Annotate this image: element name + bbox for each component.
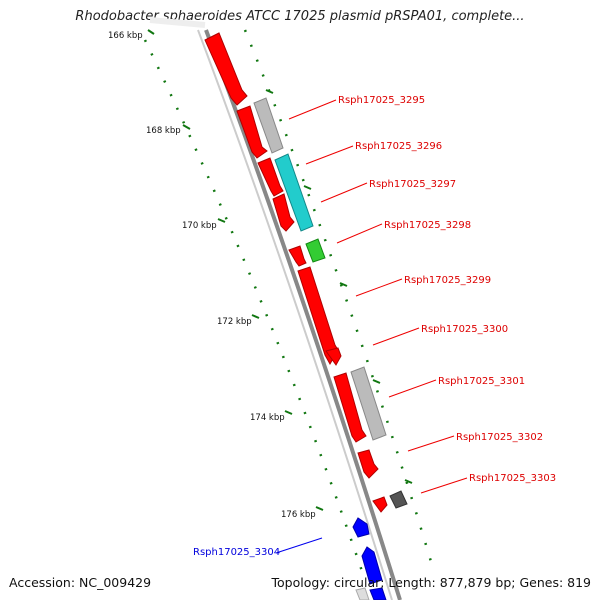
leader-line bbox=[275, 537, 323, 554]
feature-cyan-block[interactable] bbox=[274, 153, 314, 232]
leader-line bbox=[288, 99, 337, 120]
gene-arrow-3306-gray[interactable] bbox=[355, 587, 370, 600]
outer-tick bbox=[339, 282, 348, 287]
outer-tick bbox=[404, 479, 413, 484]
gene-arrow-3297[interactable] bbox=[257, 157, 284, 197]
tick-label: 168 kbp bbox=[146, 126, 181, 136]
leader-line bbox=[388, 379, 437, 398]
backbone-outer-line bbox=[204, 29, 402, 600]
gene-arrow-3300b[interactable] bbox=[325, 347, 342, 366]
tick-mark bbox=[315, 506, 324, 511]
gene-label[interactable]: Rsph17025_3300 bbox=[421, 324, 508, 335]
outer-tick bbox=[303, 185, 312, 190]
gene-arrow-3305[interactable] bbox=[361, 546, 383, 585]
backbone-inner-line bbox=[197, 29, 393, 600]
gene-labels: Rsph17025_3295 Rsph17025_3296 Rsph17025_… bbox=[193, 95, 556, 558]
tick-label: 170 kbp bbox=[182, 221, 217, 231]
leader-line bbox=[420, 477, 468, 494]
gene-label[interactable]: Rsph17025_3298 bbox=[384, 220, 471, 231]
gene-label[interactable]: Rsph17025_3303 bbox=[469, 473, 556, 484]
gene-arrow-3304[interactable] bbox=[352, 517, 370, 538]
tick-mark bbox=[217, 218, 226, 223]
gene-label[interactable]: Rsph17025_3301 bbox=[438, 376, 525, 387]
backbone-top-fade bbox=[149, 17, 206, 28]
tick-mark bbox=[251, 314, 260, 319]
inner-ruler-dotted bbox=[143, 39, 367, 581]
gene-label[interactable]: Rsph17025_3299 bbox=[404, 275, 491, 286]
leader-line bbox=[320, 182, 368, 203]
gene-label[interactable]: Rsph17025_3304 bbox=[193, 547, 280, 558]
leader-line bbox=[372, 327, 420, 346]
gene-arrow-3303[interactable] bbox=[372, 496, 388, 513]
gene-label[interactable]: Rsph17025_3302 bbox=[456, 432, 543, 443]
leader-line bbox=[355, 278, 403, 297]
feature-green-block[interactable] bbox=[305, 238, 326, 263]
accession-text: Accession: NC_009429 bbox=[9, 575, 152, 590]
tick-group: 166 kbp 168 kbp 170 kbp 172 kbp 174 kbp … bbox=[108, 29, 324, 520]
outer-tick bbox=[265, 89, 274, 94]
leader-line bbox=[336, 223, 383, 244]
leader-line bbox=[407, 435, 455, 452]
gene-arrow-3301[interactable] bbox=[333, 372, 367, 443]
feature-gray-block-1[interactable] bbox=[253, 97, 284, 154]
tick-label: 174 kbp bbox=[250, 413, 285, 423]
gene-arrow-3299[interactable] bbox=[288, 245, 307, 267]
gene-arrow-3296[interactable] bbox=[236, 105, 268, 159]
tick-mark bbox=[284, 410, 293, 415]
gene-label[interactable]: Rsph17025_3297 bbox=[369, 179, 456, 190]
tick-label: 166 kbp bbox=[108, 31, 143, 41]
gene-label[interactable]: Rsph17025_3295 bbox=[338, 95, 425, 106]
topology-summary: Topology: circular; Length: 877,879 bp; … bbox=[271, 575, 592, 590]
feature-track-inner bbox=[204, 32, 388, 600]
tick-label: 172 kbp bbox=[217, 317, 252, 327]
feature-darkgray-block[interactable] bbox=[389, 490, 408, 509]
feature-track-outer bbox=[253, 97, 408, 509]
gene-arrow-3302[interactable] bbox=[357, 449, 379, 479]
gene-arrow-3295[interactable] bbox=[204, 32, 248, 106]
map-title: Rhodobacter sphaeroides ATCC 17025 plasm… bbox=[75, 9, 525, 24]
tick-label: 176 kbp bbox=[281, 510, 316, 520]
feature-gray-block-2[interactable] bbox=[350, 366, 387, 441]
gene-arrow-3298[interactable] bbox=[272, 193, 295, 232]
backbone bbox=[149, 17, 402, 600]
label-leaders bbox=[275, 99, 468, 554]
gene-label[interactable]: Rsph17025_3296 bbox=[355, 141, 442, 152]
leader-line bbox=[305, 145, 354, 165]
tick-mark bbox=[182, 124, 191, 130]
gene-arrow-3306[interactable] bbox=[369, 587, 387, 600]
outer-ruler-dotted bbox=[243, 29, 434, 566]
tick-mark bbox=[147, 29, 155, 35]
outer-ring-ticks bbox=[265, 89, 413, 484]
outer-tick bbox=[372, 379, 381, 384]
